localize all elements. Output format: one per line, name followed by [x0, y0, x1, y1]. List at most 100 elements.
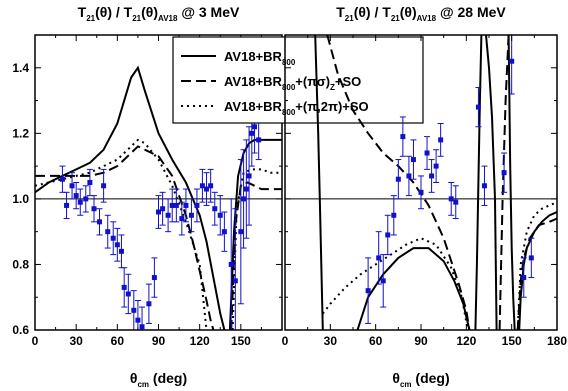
data-point — [121, 284, 127, 290]
legend: AV18+BR800AV18+BR800+(πσ)Z+SOAV18+BR800+… — [172, 36, 424, 124]
data-point — [410, 157, 416, 163]
x-axis-label-text: (deg) — [412, 370, 450, 386]
x-tick-label: 120 — [456, 334, 476, 348]
data-point — [151, 275, 157, 281]
series-dashed-line-4 — [230, 181, 282, 330]
data-point — [77, 199, 83, 205]
legend-text: +(πσ) — [295, 74, 330, 89]
x-tick-label: 30 — [69, 334, 83, 348]
series-dashed-line-7 — [498, 35, 510, 330]
title-sub: 21 — [132, 14, 141, 23]
data-point — [96, 219, 102, 225]
data-point — [69, 183, 75, 189]
title-sub: AV18 — [158, 14, 178, 23]
data-point — [204, 186, 210, 192]
data-point — [169, 202, 175, 208]
data-point — [509, 58, 515, 64]
data-point — [475, 104, 481, 110]
data-point — [243, 186, 249, 192]
data-point — [146, 301, 152, 307]
title-text: @ 3 MeV — [177, 4, 240, 20]
data-point — [83, 196, 89, 202]
x-axis-label: θcm (deg) — [130, 370, 187, 389]
legend-text: AV18+BR — [224, 99, 283, 114]
series-solid-line-3 — [228, 138, 282, 330]
data-point — [139, 324, 145, 330]
legend-text: AV18+BR — [224, 74, 283, 89]
x-tick-label: 0 — [282, 334, 289, 348]
data-point — [125, 291, 131, 297]
data-point — [481, 183, 487, 189]
x-tick-label: 150 — [231, 334, 251, 348]
series-dotted-line-9 — [322, 237, 469, 330]
data-point — [521, 275, 527, 281]
legend-sub: Z — [330, 83, 335, 92]
title-text: (θ) — [141, 4, 158, 20]
data-point — [429, 173, 435, 179]
data-point — [256, 137, 262, 143]
data-point — [232, 278, 238, 284]
data-point — [246, 173, 252, 179]
data-point — [179, 216, 185, 222]
data-point — [376, 255, 382, 261]
legend-label: AV18+BR800+(πσ)Z+SO — [224, 74, 361, 92]
data-point — [91, 206, 97, 212]
legend-label: AV18+BR800+(π,2π)+SO — [224, 99, 369, 117]
x-tick-label: 120 — [190, 334, 210, 348]
x-tick-label: 60 — [369, 334, 383, 348]
x-axis-label-text: θ — [392, 370, 400, 386]
data-point — [433, 163, 439, 169]
data-point — [73, 193, 79, 199]
x-tick-label: 30 — [324, 334, 338, 348]
chart-title: T21(θ) / T21(θ)AV18 @ 3 MeV — [78, 4, 240, 23]
data-point — [400, 134, 406, 140]
chart-title: T21(θ) / T21(θ)AV18 @ 28 MeV — [336, 4, 506, 23]
series-solid-line-0 — [314, 35, 324, 330]
data-point — [217, 212, 223, 218]
x-tick-label: 150 — [502, 334, 522, 348]
data-point — [64, 202, 70, 208]
x-tick-label: 180 — [547, 334, 567, 348]
series-solid-line-5 — [518, 211, 557, 330]
data-point — [238, 229, 244, 235]
x-tick-label: 0 — [32, 334, 39, 348]
title-sub: 21 — [391, 14, 400, 23]
title-text: (θ) — [400, 4, 417, 20]
legend-sub: 800 — [282, 83, 296, 92]
x-axis-label-text: θ — [130, 370, 138, 386]
title-sub: 21 — [86, 14, 95, 23]
series-solid-line-2 — [474, 35, 483, 330]
data-point — [156, 209, 161, 215]
data-point — [212, 206, 218, 212]
data-point — [438, 137, 444, 143]
series-solid-line-1 — [356, 247, 471, 330]
y-tick-label: 0.6 — [12, 323, 29, 337]
x-tick-label: 90 — [152, 334, 166, 348]
y-tick-label: 1.4 — [12, 61, 29, 75]
data-point — [183, 202, 189, 208]
series-dashed-line-6 — [326, 35, 471, 330]
x-tick-label: 90 — [414, 334, 428, 348]
legend-text: +SO — [335, 74, 361, 89]
panel-28mev: 0 30 60 90 120 150 180 T21(θ) / T21(θ)AV18 @ 28… — [282, 4, 568, 389]
data-point — [110, 235, 116, 241]
data-point — [165, 212, 171, 218]
data-point — [114, 242, 120, 248]
title-sub: 21 — [345, 14, 354, 23]
legend-label: AV18+BR800 — [224, 49, 296, 67]
data-point — [391, 212, 397, 218]
title-sub: AV18 — [417, 14, 437, 23]
data-point — [118, 248, 124, 254]
series-solid-line-4 — [507, 35, 516, 330]
title-text: (θ) / T — [354, 4, 392, 20]
data-point — [101, 183, 107, 189]
data-point — [208, 183, 214, 189]
data-point — [365, 288, 371, 294]
x-axis-label: θcm (deg) — [392, 370, 449, 389]
series-solid-line-0 — [35, 65, 226, 330]
data-point — [131, 307, 137, 313]
data-point — [406, 173, 412, 179]
data-point — [528, 255, 534, 261]
